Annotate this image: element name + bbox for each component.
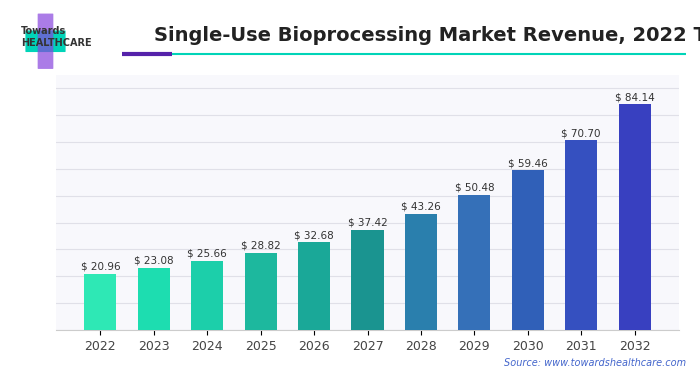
Bar	[244, 253, 276, 330]
Text: $ 59.46: $ 59.46	[508, 158, 547, 168]
Bar	[298, 242, 330, 330]
Bar	[351, 230, 384, 330]
Bar	[84, 274, 116, 330]
Text: $ 50.48: $ 50.48	[454, 182, 494, 192]
FancyBboxPatch shape	[38, 13, 53, 69]
Text: $ 20.96: $ 20.96	[80, 262, 120, 272]
Text: Source: www.towardshealthcare.com: Source: www.towardshealthcare.com	[504, 357, 686, 368]
Bar	[138, 268, 170, 330]
Text: $ 43.26: $ 43.26	[401, 202, 441, 212]
Bar	[619, 104, 651, 330]
Text: Single-Use Bioprocessing Market Revenue, 2022 To 2032 ( USD Billion): Single-Use Bioprocessing Market Revenue,…	[154, 26, 700, 45]
Bar	[191, 261, 223, 330]
Text: $ 37.42: $ 37.42	[348, 217, 387, 227]
Text: $ 32.68: $ 32.68	[294, 230, 334, 240]
Text: $ 23.08: $ 23.08	[134, 256, 174, 266]
Text: $ 70.70: $ 70.70	[561, 128, 601, 138]
FancyBboxPatch shape	[25, 30, 66, 52]
Text: $ 25.66: $ 25.66	[188, 249, 227, 259]
Text: $ 28.82: $ 28.82	[241, 240, 281, 250]
Text: Towards
HEALTHCARE: Towards HEALTHCARE	[21, 26, 92, 48]
Text: $ 84.14: $ 84.14	[615, 92, 654, 102]
Bar	[565, 140, 597, 330]
Bar	[458, 195, 491, 330]
Bar	[512, 170, 544, 330]
Bar	[405, 214, 437, 330]
